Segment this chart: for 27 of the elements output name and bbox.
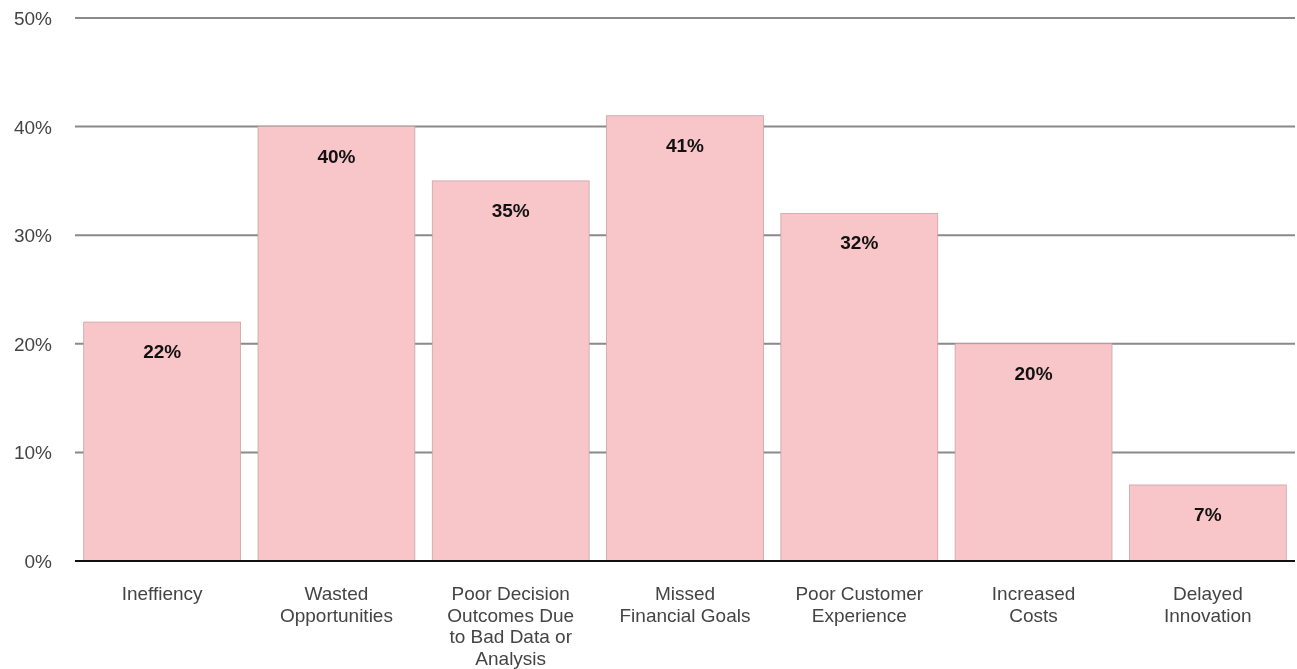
y-tick-label: 20%: [13, 333, 53, 355]
bar: [83, 321, 241, 562]
x-tick-label: Wasted Opportunities: [279, 583, 393, 626]
x-tick-label: Missed Financial Goals: [619, 583, 751, 626]
data-label: 7%: [1194, 503, 1222, 525]
x-tick-label: Ineffiency: [121, 583, 204, 604]
data-label: 20%: [1014, 362, 1053, 384]
bar: [257, 126, 416, 562]
data-label: 41%: [665, 134, 705, 156]
x-tick-label: Increased Costs: [991, 583, 1076, 626]
x-tick-label: Delayed Innovation: [1164, 583, 1252, 626]
bar: [606, 115, 764, 562]
data-label: 40%: [317, 145, 356, 167]
data-label: 32%: [840, 232, 879, 254]
y-tick-label: 50%: [13, 8, 53, 29]
bar: [954, 343, 1113, 562]
y-tick-label: 40%: [13, 116, 53, 138]
bar: [1129, 484, 1287, 562]
y-tick-label: 30%: [13, 225, 53, 247]
bar: [780, 213, 939, 562]
data-label: 35%: [491, 199, 530, 221]
y-tick-label: 10%: [13, 442, 53, 464]
data-label: 22%: [143, 341, 182, 363]
x-tick-label: Poor Customer Experience: [795, 583, 924, 626]
bar: [431, 180, 590, 562]
x-tick-label: Poor Decision Outcomes Due to Bad Data or Analysis: [447, 583, 575, 669]
y-tick-label: 0%: [24, 551, 53, 572]
